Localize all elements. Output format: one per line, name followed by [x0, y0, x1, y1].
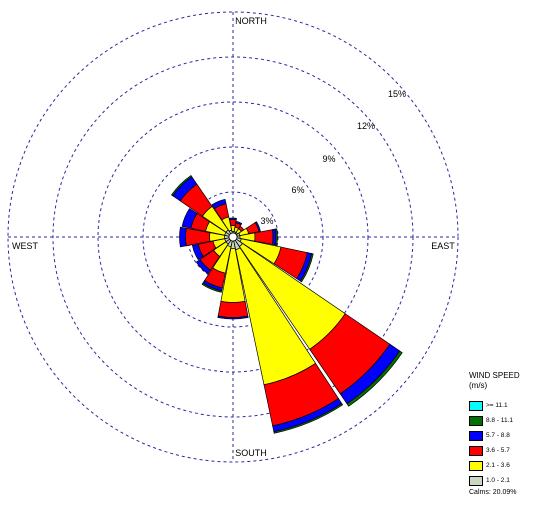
- north-label: NORTH: [235, 16, 267, 26]
- ring-label-6: 6%: [291, 185, 304, 195]
- ring-label-3: 3%: [260, 216, 273, 226]
- legend-item-bin2: 2.1 - 3.6: [469, 459, 539, 472]
- petal-sw-bin4: [195, 259, 211, 275]
- west-label: WEST: [12, 241, 39, 251]
- calms-label: Calms: 20.09%: [469, 489, 517, 496]
- legend-label-bin5: 8.8 - 11.1: [486, 417, 513, 424]
- petal-s-bin3: [217, 300, 249, 318]
- petal-ene-bin4: [254, 221, 261, 232]
- ring-15: [7, 11, 459, 463]
- petal-se-bin5: [346, 350, 403, 407]
- petal-wnw-bin4: [181, 208, 198, 229]
- petal-wsw-bin4: [191, 243, 204, 261]
- petal-ssw-bin5: [201, 282, 223, 293]
- legend-item-bin5: 8.8 - 11.1: [469, 414, 539, 427]
- legend-item-bin3: 3.6 - 5.7: [469, 444, 539, 457]
- petal-nnw-bin4: [211, 198, 227, 210]
- ring-label-15: 15%: [388, 89, 406, 99]
- legend: WIND SPEED (m/s) >= 11.1 8.8 - 11.1 5.7 …: [469, 371, 539, 496]
- legend-title-line2: (m/s): [469, 381, 488, 390]
- legend-label-bin4: 5.7 - 8.8: [486, 432, 510, 439]
- legend-swatch-bin4: [469, 430, 483, 441]
- legend-title: WIND SPEED (m/s): [469, 371, 539, 391]
- petal-nw-bin5: [171, 175, 193, 197]
- east-label: EAST: [431, 241, 455, 251]
- petal-n-bin4: [229, 217, 237, 221]
- labels-layer: NORTH EAST SOUTH WEST 3% 6% 9% 12% 15%: [12, 16, 455, 458]
- legend-label-bin2: 2.1 - 3.6: [486, 462, 510, 469]
- legend-label-bin3: 3.6 - 5.7: [486, 447, 510, 454]
- petal-w-bin4: [179, 226, 187, 248]
- legend-item-bin4: 5.7 - 8.8: [469, 429, 539, 442]
- legend-title-line1: WIND SPEED: [469, 371, 520, 380]
- legend-label-bin1: 1.0 - 2.1: [486, 477, 510, 484]
- south-label: SOUTH: [235, 448, 267, 458]
- ring-label-9: 9%: [322, 154, 335, 164]
- petals-layer: [171, 175, 403, 434]
- petal-nne-bin4: [235, 220, 243, 226]
- petal-s-bin4: [217, 315, 249, 320]
- legend-swatch-bin2: [469, 460, 483, 471]
- petal-ese-bin5: [299, 253, 314, 283]
- legend-swatch-bin6: [469, 400, 483, 411]
- legend-item-bin1: 1.0 - 2.1: [469, 474, 539, 487]
- petal-sse-bin5: [273, 403, 344, 434]
- calms-hub: [228, 232, 238, 242]
- legend-swatch-bin3: [469, 445, 483, 456]
- legend-item-bin6: >= 11.1: [469, 399, 539, 412]
- legend-swatch-bin5: [469, 415, 483, 426]
- petal-e-bin5: [274, 228, 278, 246]
- ring-label-12: 12%: [357, 121, 375, 131]
- legend-swatch-bin1: [469, 475, 483, 486]
- legend-label-bin6: >= 11.1: [486, 402, 508, 409]
